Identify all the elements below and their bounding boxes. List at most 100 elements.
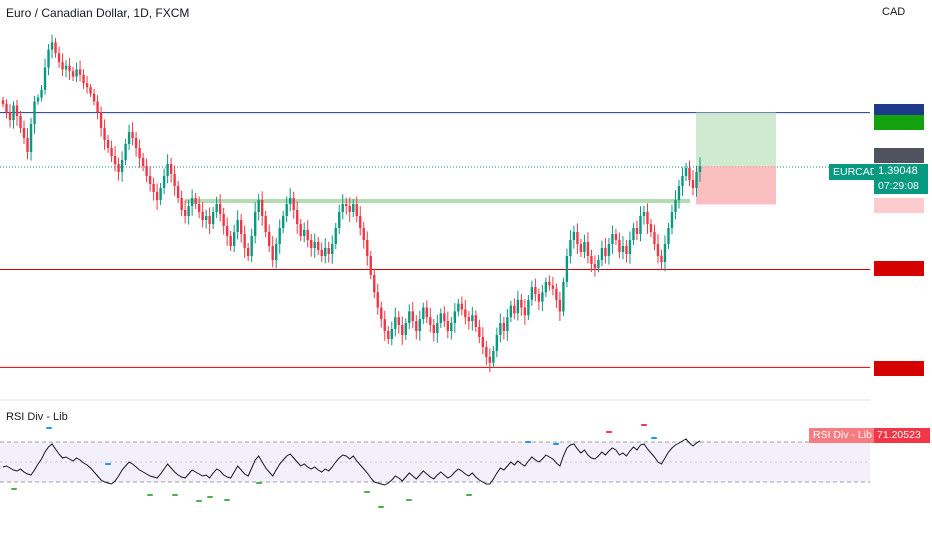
candle-body (492, 351, 495, 363)
candle-body (390, 329, 393, 339)
candle-body (68, 65, 71, 72)
candle-body (296, 210, 299, 224)
candle-body (635, 228, 639, 234)
candle-body (113, 156, 117, 164)
price-label (874, 115, 924, 130)
candle-body (471, 315, 474, 322)
candle-body (450, 323, 453, 331)
candle-body (698, 166, 702, 172)
candle-body (324, 248, 327, 256)
candle-body (96, 101, 99, 112)
candle-body (464, 309, 467, 318)
candle-body (162, 176, 166, 188)
candle-body (418, 319, 421, 331)
candle-body (663, 244, 667, 262)
candle-body (632, 228, 635, 240)
signal-bull (406, 499, 413, 501)
candle-body (29, 124, 33, 152)
candle-body (621, 246, 625, 252)
candle-body (628, 240, 632, 254)
last-price-box: 1.39048 07:29:08 (874, 164, 928, 194)
candle-body (670, 212, 674, 228)
candle-body (695, 172, 698, 188)
signal-bull (378, 506, 385, 508)
candle-body (169, 164, 173, 174)
candle-body (306, 230, 309, 240)
candle-body (478, 327, 481, 337)
candle-body (236, 220, 239, 232)
candle-body (159, 188, 162, 200)
candle-body (243, 234, 246, 248)
candle-body (481, 337, 485, 347)
candle-body (681, 176, 684, 186)
candle-body (537, 294, 541, 302)
candle-body (436, 323, 439, 333)
long-position-tool (696, 112, 776, 205)
price-label (874, 148, 924, 163)
candle-body (106, 140, 110, 148)
candle-body (639, 216, 642, 234)
candle-body (201, 212, 204, 220)
candle-body (260, 200, 264, 216)
candle-body (71, 71, 75, 77)
candle-body (502, 323, 506, 331)
symbol-tag: EURCAD (829, 164, 882, 180)
candle-body (257, 200, 260, 212)
candle-body (562, 281, 565, 312)
candle-body (225, 226, 229, 236)
candle-body (197, 204, 201, 212)
candle-body (576, 232, 579, 244)
candle-body (327, 248, 330, 254)
signal-pivot (651, 437, 658, 439)
candle-body (120, 160, 124, 172)
candle-body (380, 307, 383, 320)
candle-body (239, 220, 243, 234)
candle-body (586, 242, 590, 256)
candle-body (439, 313, 443, 323)
candle-body (75, 69, 78, 77)
candle-body (520, 299, 523, 308)
candle-body (555, 288, 558, 300)
candle-body (352, 204, 355, 212)
candle-body (43, 67, 47, 90)
candle-body (246, 248, 250, 256)
candle-body (425, 307, 429, 318)
signal-bull (171, 494, 178, 496)
candle-body (401, 325, 404, 335)
candle-body (569, 240, 572, 256)
candle-body (394, 317, 397, 329)
candle-body (362, 228, 365, 240)
candle-body (534, 287, 537, 294)
signal-pivot (525, 441, 532, 443)
candle-body (218, 204, 222, 214)
candle-body (134, 138, 138, 148)
candle-body (516, 299, 520, 314)
candle-body (211, 212, 215, 224)
candle-body (253, 212, 257, 236)
candle-body (190, 198, 194, 206)
candle-body (292, 198, 295, 210)
candle-body (341, 204, 344, 212)
candle-body (544, 281, 548, 293)
candle-body (334, 228, 337, 244)
candle-body (523, 307, 527, 316)
signal-pivot (45, 427, 52, 429)
candle-body (155, 192, 159, 200)
candle-body (604, 248, 607, 256)
candle-body (474, 315, 478, 327)
candle-body (513, 305, 516, 314)
candle-body (488, 356, 492, 363)
candle-body (180, 198, 183, 210)
candle-body (141, 158, 145, 166)
candle-body (264, 216, 267, 232)
signal-bear (640, 424, 647, 426)
candle-body (5, 104, 8, 112)
candle-body (642, 212, 646, 216)
candle-body (204, 216, 208, 220)
candle-body (138, 148, 141, 158)
price-label (874, 361, 924, 376)
candle-body (548, 281, 551, 286)
signal-bull (465, 494, 472, 496)
candle-body (12, 105, 15, 120)
candle-body (607, 244, 611, 256)
